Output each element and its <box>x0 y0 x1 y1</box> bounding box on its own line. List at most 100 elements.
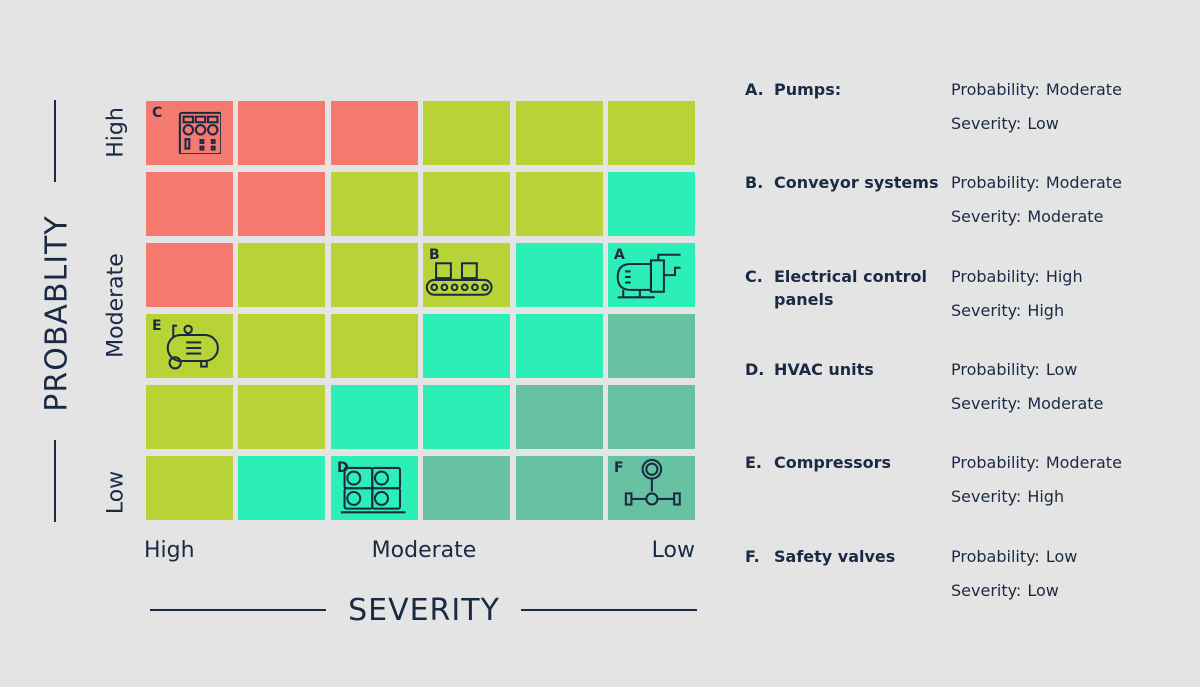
matrix-cell-teal <box>608 314 695 378</box>
matrix-cell-cyan <box>423 385 510 449</box>
legend-letter: B. <box>745 173 764 193</box>
matrix-cell-lime <box>331 243 418 307</box>
matrix-cell-lime <box>423 172 510 236</box>
x-label-low: Low <box>651 538 695 563</box>
matrix-cell-lime <box>608 101 695 165</box>
legend-item-name: Conveyor systems <box>774 173 939 193</box>
probability-value: Moderate <box>1045 453 1122 473</box>
severity-value: Low <box>1027 580 1059 600</box>
matrix-cell-cyan <box>516 243 603 307</box>
matrix-cell-teal <box>516 456 603 520</box>
control-panel-icon <box>178 111 222 155</box>
legend-probability: Probability: Low <box>951 360 1083 379</box>
matrix-cell-red: C <box>146 101 233 165</box>
legend-letter: C. <box>745 266 763 286</box>
probability-value: Moderate <box>1045 80 1122 99</box>
y-axis-line-bottom <box>54 440 56 522</box>
probability-value: Low <box>1045 359 1078 379</box>
legend-item-name: Electrical control panels <box>774 266 927 309</box>
matrix-cell-cyan <box>516 314 603 378</box>
severity-value: High <box>1027 487 1065 507</box>
matrix-cell-red <box>238 101 325 165</box>
severity-label: Severity: <box>951 393 1022 413</box>
legend-severity: Severity: Moderate <box>951 394 1109 413</box>
x-axis-title: SEVERITY <box>348 593 500 628</box>
marker-letter: E <box>152 318 162 334</box>
x-axis-line-right <box>521 609 697 611</box>
matrix-cell-red <box>146 172 233 236</box>
severity-label: Severity: <box>951 580 1022 600</box>
y-label-low: Low <box>103 470 129 515</box>
probability-label: Probability: <box>951 80 1040 99</box>
matrix-cell-lime <box>423 101 510 165</box>
compressor-icon <box>166 324 219 370</box>
matrix-cell-lime <box>516 101 603 165</box>
legend-letter: A. <box>745 80 764 99</box>
matrix-cell-teal <box>608 385 695 449</box>
matrix-cell-teal: F <box>608 456 695 520</box>
legend-letter: F. <box>745 546 760 566</box>
matrix-cell-lime <box>331 172 418 236</box>
matrix-cell-red <box>331 101 418 165</box>
matrix-cell-lime <box>146 456 233 520</box>
legend-severity: Severity: High <box>951 301 1070 320</box>
marker-letter: B <box>429 247 440 263</box>
matrix-cell-cyan: A <box>608 243 695 307</box>
matrix-cell-cyan <box>238 456 325 520</box>
matrix-cell-lime <box>238 314 325 378</box>
legend-probability: Probability: Moderate <box>951 453 1128 472</box>
matrix-cell-cyan: D <box>331 456 418 520</box>
legend-severity: Severity: Low <box>951 114 1065 133</box>
x-axis-line-left <box>150 609 326 611</box>
severity-label: Severity: <box>951 300 1022 320</box>
pump-icon <box>616 253 681 299</box>
legend-severity: Severity: High <box>951 487 1070 506</box>
legend-probability: Probability: High <box>951 267 1089 286</box>
matrix-cell-red <box>238 172 325 236</box>
matrix-cell-cyan <box>331 385 418 449</box>
legend-item-name: HVAC units <box>774 359 874 379</box>
probability-label: Probability: <box>951 546 1040 566</box>
marker-letter: D <box>337 460 349 476</box>
legend-probability: Probability: Moderate <box>951 173 1128 192</box>
y-label-moderate: Moderate <box>103 253 129 358</box>
y-axis-title: PROBABLITY <box>39 215 75 412</box>
severity-value: High <box>1027 300 1065 320</box>
marker-letter: A <box>614 247 625 263</box>
legend-severity: Severity: Moderate <box>951 207 1109 226</box>
matrix-cell-teal <box>516 385 603 449</box>
matrix-cell-cyan <box>423 314 510 378</box>
probability-label: Probability: <box>951 453 1040 473</box>
legend-severity: Severity: Low <box>951 581 1065 600</box>
valve-icon <box>624 458 681 506</box>
probability-value: High <box>1045 266 1083 286</box>
x-label-moderate: Moderate <box>371 538 477 563</box>
conveyor-icon <box>425 262 493 296</box>
legend-probability: Probability: Low <box>951 547 1083 566</box>
matrix-cell-lime <box>516 172 603 236</box>
matrix-cell-lime <box>146 385 233 449</box>
matrix-cell-cyan <box>608 172 695 236</box>
severity-value: Moderate <box>1027 393 1104 413</box>
hvac-icon <box>340 466 406 514</box>
probability-value: Moderate <box>1045 173 1122 193</box>
severity-label: Severity: <box>951 487 1022 507</box>
severity-label: Severity: <box>951 114 1022 133</box>
matrix-cell-lime <box>331 314 418 378</box>
matrix-cell-teal <box>423 456 510 520</box>
y-label-high: High <box>103 107 129 158</box>
probability-label: Probability: <box>951 266 1040 286</box>
legend-item-name: Pumps: <box>774 80 842 99</box>
probability-label: Probability: <box>951 359 1040 379</box>
probability-value: Low <box>1045 546 1078 566</box>
y-axis-line-top <box>54 100 56 182</box>
severity-value: Moderate <box>1027 207 1104 227</box>
marker-letter: C <box>152 105 163 121</box>
matrix-cell-lime: B <box>423 243 510 307</box>
legend-probability: Probability: Moderate <box>951 80 1128 99</box>
matrix-cell-red <box>146 243 233 307</box>
marker-letter: F <box>614 460 624 476</box>
probability-label: Probability: <box>951 173 1040 193</box>
x-label-high: High <box>144 538 195 563</box>
severity-value: Low <box>1027 114 1059 133</box>
